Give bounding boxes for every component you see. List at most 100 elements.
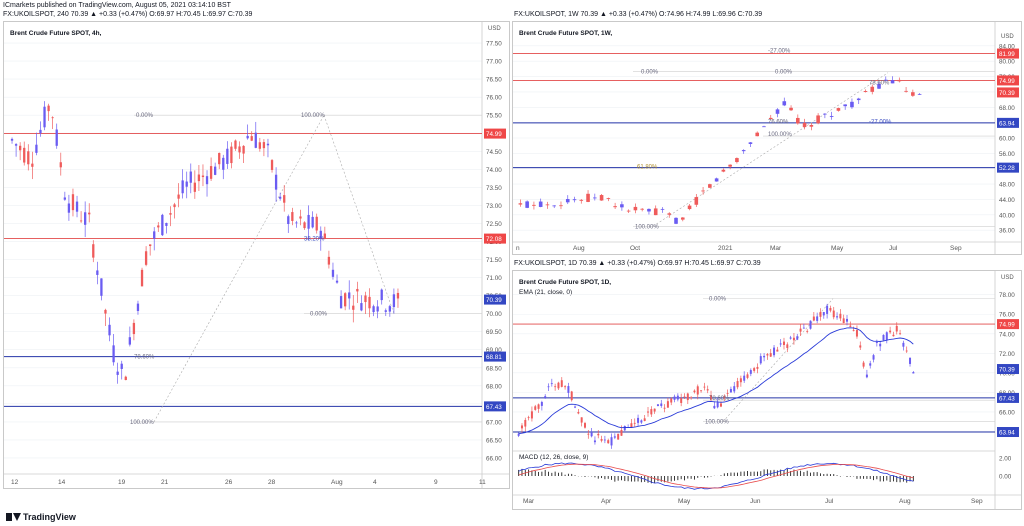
candle-body	[524, 419, 527, 427]
y-tick-label: 75.50	[486, 113, 502, 120]
y-tick-label: 80.00	[999, 59, 1015, 66]
candle-body	[283, 195, 286, 203]
candle-body	[88, 212, 91, 215]
candle-body	[67, 203, 71, 213]
candle-body	[816, 316, 819, 321]
candle-body	[189, 171, 192, 183]
candle-body	[856, 98, 861, 101]
candle-body	[687, 205, 692, 210]
candle-body	[759, 356, 762, 364]
candle-body	[63, 197, 66, 200]
y-tick-label: 77.00	[486, 59, 502, 66]
candle-body	[719, 403, 722, 407]
chart-panel-1d[interactable]: Brent Crude Future SPOT, 1D, EMA (21, cl…	[512, 270, 1022, 510]
candle-body	[726, 392, 729, 394]
candle-body	[850, 101, 854, 108]
price-label: 74.99	[999, 322, 1015, 329]
fib-label: 0.00%	[641, 70, 659, 76]
fib-label: -27.00%	[869, 119, 892, 125]
candle-body	[862, 362, 865, 367]
candle-body	[185, 181, 188, 187]
candle-body	[579, 199, 584, 201]
price-label-bg	[997, 75, 1019, 86]
candle-body	[246, 135, 249, 139]
candle-body	[153, 231, 156, 239]
y-tick-label: 68.00	[486, 383, 502, 390]
candle-body	[650, 409, 653, 415]
candle-body	[613, 436, 616, 438]
candle-body	[917, 93, 922, 95]
candle-body	[14, 144, 18, 146]
x-tick-label: Mar	[770, 245, 782, 252]
price-label: 68.81	[486, 354, 502, 361]
chart-panel-1w[interactable]: Brent Crude Future SPOT, 1W, 84.00 80.00 7…	[512, 21, 1022, 255]
candle-body	[674, 217, 678, 224]
fib-label: 100.00%	[768, 132, 792, 138]
candle-body	[177, 194, 180, 199]
fib-label: 100.00%	[635, 224, 659, 230]
candle-body	[653, 208, 658, 216]
candle-body	[376, 306, 379, 312]
candle-body	[666, 401, 669, 408]
candle-body	[593, 197, 597, 199]
candle-body	[653, 408, 656, 412]
publish-info: ICmarkets published on TradingView.com, …	[3, 2, 231, 9]
chart-canvas-1d[interactable]: 78.0076.0074.0072.0070.0068.0066.0064.00…	[513, 271, 1021, 509]
candle-body	[694, 197, 699, 205]
candle-body	[670, 398, 673, 403]
candle-body	[173, 204, 176, 208]
candle-body	[782, 101, 787, 106]
y-tick-label: 66.50	[486, 437, 502, 444]
candle-body	[557, 382, 560, 389]
candle-body	[812, 316, 815, 321]
ema-legend: EMA (21, close, 0)	[519, 289, 573, 296]
candle-body	[75, 201, 79, 212]
candle-body	[79, 220, 83, 222]
chart-panel-4h[interactable]: Brent Crude Future SPOT, 4h, 77.50 77.00 7…	[3, 21, 510, 489]
candle-body	[181, 180, 184, 194]
x-tick-label: 26	[225, 479, 233, 486]
candle-body	[904, 90, 908, 92]
tradingview-logo: TradingView	[6, 512, 76, 522]
chart-canvas-4h[interactable]: 77.5077.0076.5076.0075.5075.0074.5074.00…	[4, 22, 509, 488]
candle-body	[39, 129, 42, 134]
candle-body	[35, 144, 38, 153]
candle-body	[311, 216, 314, 228]
chart-canvas-1w[interactable]: 84.0080.0076.0072.0068.0064.0060.0056.00…	[513, 22, 1021, 254]
candle-body	[583, 423, 586, 428]
candle-body	[540, 402, 543, 406]
candle-body	[643, 418, 646, 421]
price-label: 74.99	[999, 78, 1015, 85]
candle-body	[762, 126, 766, 128]
y-tick-label: 66.00	[486, 455, 502, 462]
fib-label: 0.00%	[136, 113, 154, 119]
candle-body	[574, 406, 577, 408]
x-tick-label: 19	[118, 479, 126, 486]
y-tick-label: 74.00	[999, 331, 1015, 338]
candle-body	[586, 193, 590, 202]
candle-body	[768, 117, 773, 120]
candle-body	[693, 390, 696, 393]
macd-line	[518, 462, 914, 490]
y-tick-label: 48.00	[999, 182, 1015, 189]
candle-body	[823, 113, 827, 115]
candle-body	[663, 407, 666, 409]
candle-body	[169, 213, 172, 215]
candle-body	[10, 138, 14, 141]
symbol-info-1w: FX:UKOILSPOT, 1W 70.39 ▲ +0.33 (+0.47%) …	[514, 11, 763, 18]
candle-body	[749, 370, 752, 374]
candle-body	[552, 205, 557, 207]
candle-body	[895, 325, 898, 332]
candle-body	[809, 320, 812, 329]
candle-body	[517, 433, 520, 436]
candle-body	[31, 163, 34, 167]
x-tick-label: Jul	[889, 245, 898, 252]
candle-body	[789, 337, 792, 339]
ema-line	[518, 327, 914, 435]
y-tick-label: 73.50	[486, 185, 502, 192]
candle-body	[214, 166, 217, 175]
price-label: 67.43	[999, 395, 1015, 402]
candle-body	[786, 344, 789, 348]
candle-body	[633, 206, 638, 211]
candle-body	[364, 295, 367, 303]
